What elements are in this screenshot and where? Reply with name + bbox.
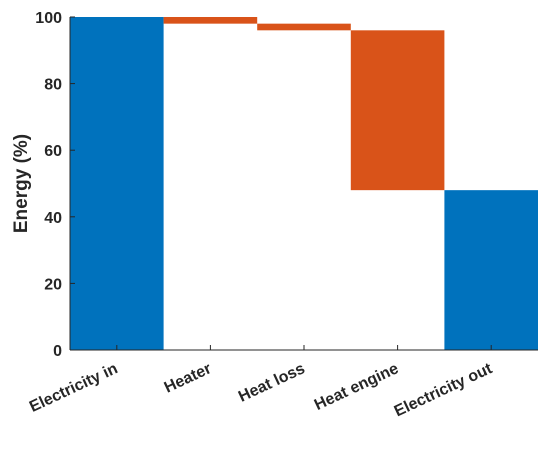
bar-heater [163,17,258,24]
y-tick-label: 40 [44,210,62,227]
bar-electricity-out [444,190,538,350]
bars-group [70,17,538,350]
bar-heat-engine [350,30,445,191]
x-ticks-group: Electricity in Heater Heat loss Heat engine… [27,345,495,420]
bar-heat-loss [257,23,351,31]
x-tick-label: Heat engine [312,360,401,414]
y-tick-label: 20 [44,276,62,293]
x-tick-label: Heater [162,360,214,396]
x-tick-label: Electricity out [392,360,496,420]
y-tick-label: 100 [35,10,62,27]
y-tick-label: 0 [53,343,62,360]
y-tick-label: 60 [44,143,62,160]
x-tick-label: Electricity in [27,360,120,416]
x-tick-label: Heat loss [236,360,308,406]
y-tick-label: 80 [44,77,62,94]
y-axis-label: Energy (%) [11,134,32,233]
y-ticks-group: 0 20 40 60 80 100 [35,10,75,360]
bar-electricity-in [70,17,164,350]
